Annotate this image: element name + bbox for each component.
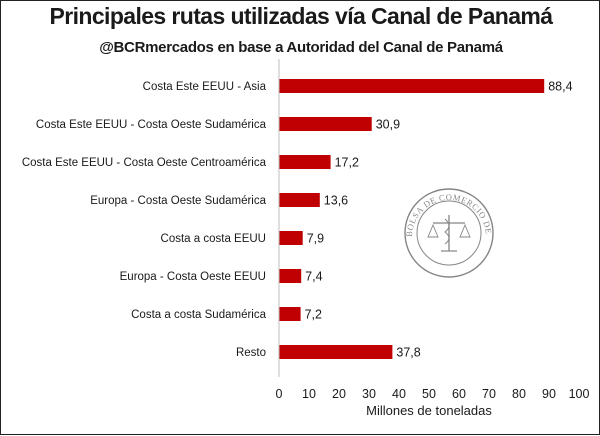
x-tick-label: 80 (512, 387, 526, 401)
category-label: Costa a costa EEUU (161, 233, 266, 245)
x-tick-label: 20 (332, 387, 346, 401)
x-tick-label: 70 (482, 387, 496, 401)
category-label: Costa Este EEUU - Costa Oeste Centroamér… (22, 157, 267, 169)
data-label: 7,4 (305, 270, 322, 284)
x-axis: 0 10 20 30 40 50 60 70 80 90 100 (276, 59, 590, 401)
data-label: 17,2 (335, 156, 359, 170)
chart-title: Principales rutas utilizadas vía Canal d… (49, 3, 554, 29)
category-label: Resto (236, 347, 266, 359)
x-tick-label: 60 (452, 387, 466, 401)
x-tick-label: 30 (362, 387, 376, 401)
data-label: 13,6 (324, 194, 348, 208)
chart-subtitle: @BCRmercados en base a Autoridad del Can… (99, 39, 503, 56)
bar (279, 193, 320, 207)
x-tick-label: 50 (422, 387, 436, 401)
data-label: 7,9 (307, 232, 324, 246)
data-label: 88,4 (548, 80, 572, 94)
bar (279, 269, 302, 283)
bar (279, 79, 545, 93)
bar (279, 155, 331, 169)
x-tick-label: 40 (392, 387, 406, 401)
category-label: Costa Este EEUU - Asia (143, 81, 267, 93)
category-label: Costa a costa Sudamérica (131, 309, 266, 321)
data-label: 7,2 (305, 308, 322, 322)
x-tick-label: 100 (569, 387, 590, 401)
category-label: Costa Este EEUU - Costa Oeste Sudamérica (36, 119, 267, 131)
data-label: 37,8 (396, 346, 420, 360)
bar (279, 345, 393, 359)
x-tick-label: 0 (276, 387, 283, 401)
x-axis-label: Millones de toneladas (366, 403, 492, 418)
bars-group: Costa Este EEUU - Asia 88,4 Costa Este EEU… (22, 79, 573, 360)
bar (279, 231, 303, 245)
category-label: Europa - Costa Oeste Sudamérica (90, 195, 266, 207)
x-tick-label: 10 (302, 387, 316, 401)
x-tick-label: 90 (542, 387, 556, 401)
bar (279, 117, 372, 131)
data-label: 30,9 (376, 118, 400, 132)
bar (279, 307, 301, 321)
category-label: Europa - Costa Oeste EEUU (120, 271, 266, 283)
